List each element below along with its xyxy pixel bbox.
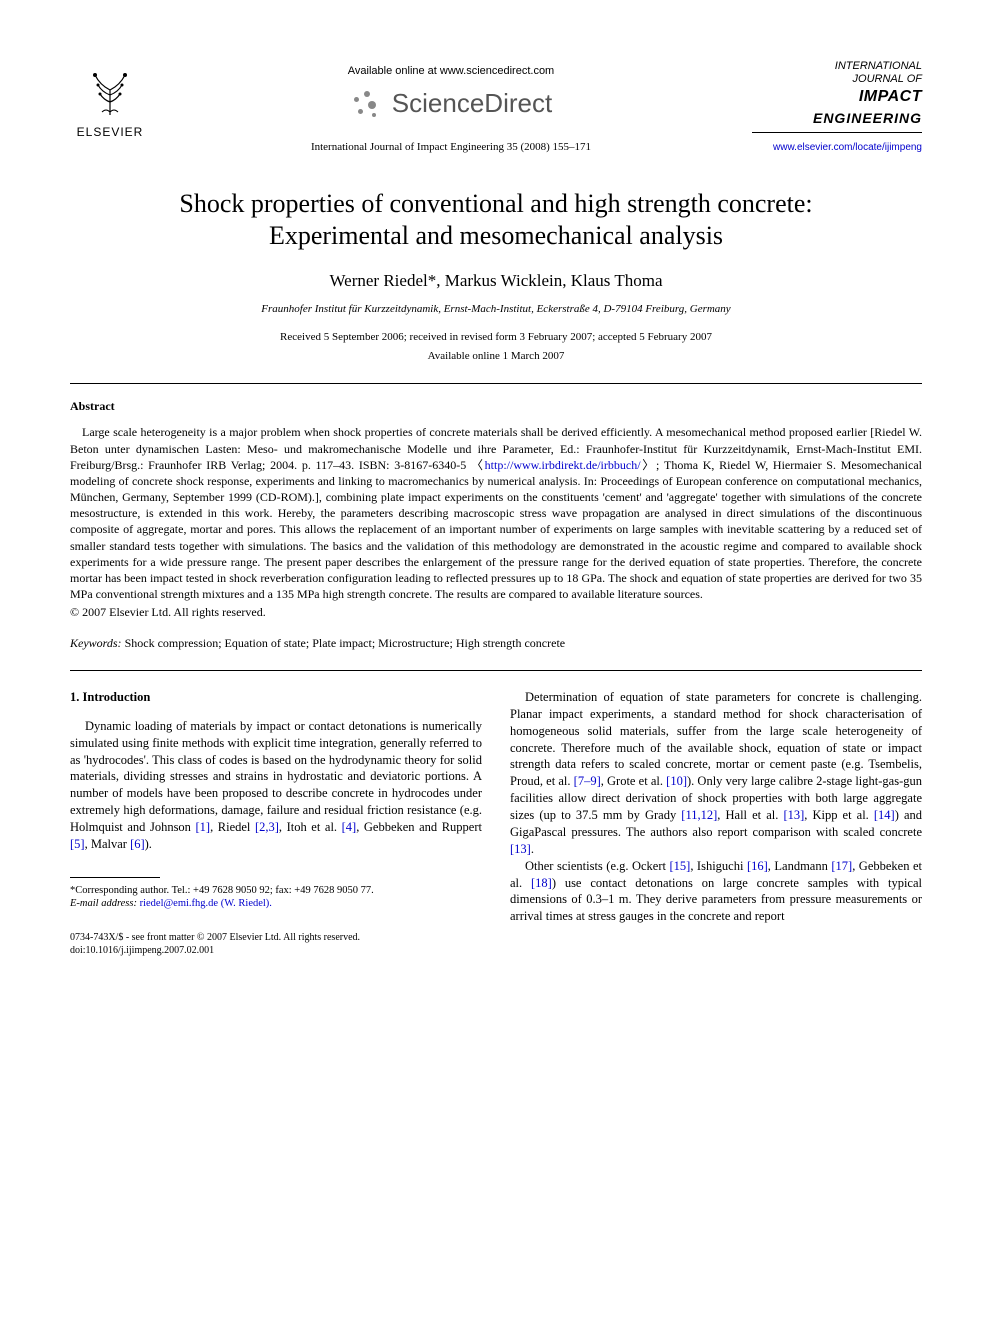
ref-15[interactable]: [15] bbox=[669, 859, 690, 873]
corresponding-author: *Corresponding author. Tel.: +49 7628 90… bbox=[70, 884, 482, 898]
ref-18[interactable]: [18] bbox=[531, 876, 552, 890]
journal-intl: INTERNATIONAL bbox=[752, 60, 922, 73]
ref-13[interactable]: [13] bbox=[783, 808, 804, 822]
keywords-text: Shock compression; Equation of state; Pl… bbox=[122, 636, 566, 650]
email-footnote: E-mail address: riedel@emi.fhg.de (W. Ri… bbox=[70, 897, 482, 911]
sciencedirect-text: ScienceDirect bbox=[392, 85, 552, 121]
available-online-text: Available online at www.sciencedirect.co… bbox=[150, 64, 752, 79]
affiliation: Fraunhofer Institut für Kurzzeitdynamik,… bbox=[70, 302, 922, 317]
intro-para1: Dynamic loading of materials by impact o… bbox=[70, 718, 482, 853]
ref-1[interactable]: [1] bbox=[196, 820, 211, 834]
ref-17[interactable]: [17] bbox=[831, 859, 852, 873]
sciencedirect-logo: ScienceDirect bbox=[350, 85, 552, 121]
journal-box: INTERNATIONAL JOURNAL OF IMPACT ENGINEER… bbox=[752, 60, 922, 156]
body-columns: 1. Introduction Dynamic loading of mater… bbox=[70, 689, 922, 957]
footer-line2: doi:10.1016/j.ijimpeng.2007.02.001 bbox=[70, 944, 482, 957]
journal-impact: IMPACT bbox=[752, 86, 922, 108]
ref-6[interactable]: [6] bbox=[130, 837, 145, 851]
abstract-after-link: 〉; Thoma K, Riedel W, Hiermaier S. Mesom… bbox=[70, 458, 922, 602]
elsevier-logo: ELSEVIER bbox=[70, 60, 150, 141]
column-right: Determination of equation of state param… bbox=[510, 689, 922, 957]
email-link[interactable]: riedel@emi.fhg.de (W. Riedel). bbox=[137, 898, 272, 909]
article-title: Shock properties of conventional and hig… bbox=[70, 188, 922, 253]
rule-top bbox=[70, 383, 922, 384]
title-line2: Experimental and mesomechanical analysis bbox=[269, 221, 723, 250]
elsevier-tree-icon bbox=[80, 60, 140, 120]
footer-line1: 0734-743X/$ - see front matter © 2007 El… bbox=[70, 931, 482, 944]
ref-14[interactable]: [14] bbox=[874, 808, 895, 822]
column-left: 1. Introduction Dynamic loading of mater… bbox=[70, 689, 482, 957]
abstract-heading: Abstract bbox=[70, 398, 922, 415]
journal-reference: International Journal of Impact Engineer… bbox=[150, 140, 752, 155]
footnote-rule bbox=[70, 877, 160, 878]
dates-online: Available online 1 March 2007 bbox=[70, 349, 922, 364]
title-line1: Shock properties of conventional and hig… bbox=[179, 189, 812, 218]
abstract-link[interactable]: http://www.irbdirekt.de/irbbuch/ bbox=[485, 458, 641, 472]
footer: 0734-743X/$ - see front matter © 2007 El… bbox=[70, 931, 482, 957]
authors: Werner Riedel*, Markus Wicklein, Klaus T… bbox=[70, 269, 922, 293]
intro-para2: Determination of equation of state param… bbox=[510, 689, 922, 858]
keywords-label: Keywords: bbox=[70, 636, 122, 650]
journal-url-link[interactable]: www.elsevier.com/locate/ijimpeng bbox=[773, 142, 922, 153]
journal-of: JOURNAL OF bbox=[752, 73, 922, 86]
keywords: Keywords: Shock compression; Equation of… bbox=[70, 635, 922, 652]
center-header: Available online at www.sciencedirect.co… bbox=[150, 60, 752, 155]
rule-bottom bbox=[70, 670, 922, 671]
intro-para3: Other scientists (e.g. Ockert [15], Ishi… bbox=[510, 858, 922, 926]
ref-7-9[interactable]: [7–9] bbox=[574, 774, 601, 788]
journal-engineering: ENGINEERING bbox=[752, 109, 922, 129]
email-label: E-mail address: bbox=[70, 898, 137, 909]
ref-13b[interactable]: [13] bbox=[510, 842, 531, 856]
ref-5[interactable]: [5] bbox=[70, 837, 85, 851]
dates-received: Received 5 September 2006; received in r… bbox=[70, 330, 922, 345]
intro-heading: 1. Introduction bbox=[70, 689, 482, 706]
abstract-copyright: © 2007 Elsevier Ltd. All rights reserved… bbox=[70, 604, 922, 621]
elsevier-text: ELSEVIER bbox=[70, 124, 150, 141]
abstract-text: Large scale heterogeneity is a major pro… bbox=[70, 424, 922, 602]
ref-16[interactable]: [16] bbox=[747, 859, 768, 873]
ref-4[interactable]: [4] bbox=[342, 820, 357, 834]
header-row: ELSEVIER Available online at www.science… bbox=[70, 60, 922, 156]
ref-2-3[interactable]: [2,3] bbox=[255, 820, 279, 834]
sciencedirect-icon bbox=[350, 87, 384, 121]
ref-11-12[interactable]: [11,12] bbox=[681, 808, 717, 822]
ref-10[interactable]: [10] bbox=[666, 774, 687, 788]
